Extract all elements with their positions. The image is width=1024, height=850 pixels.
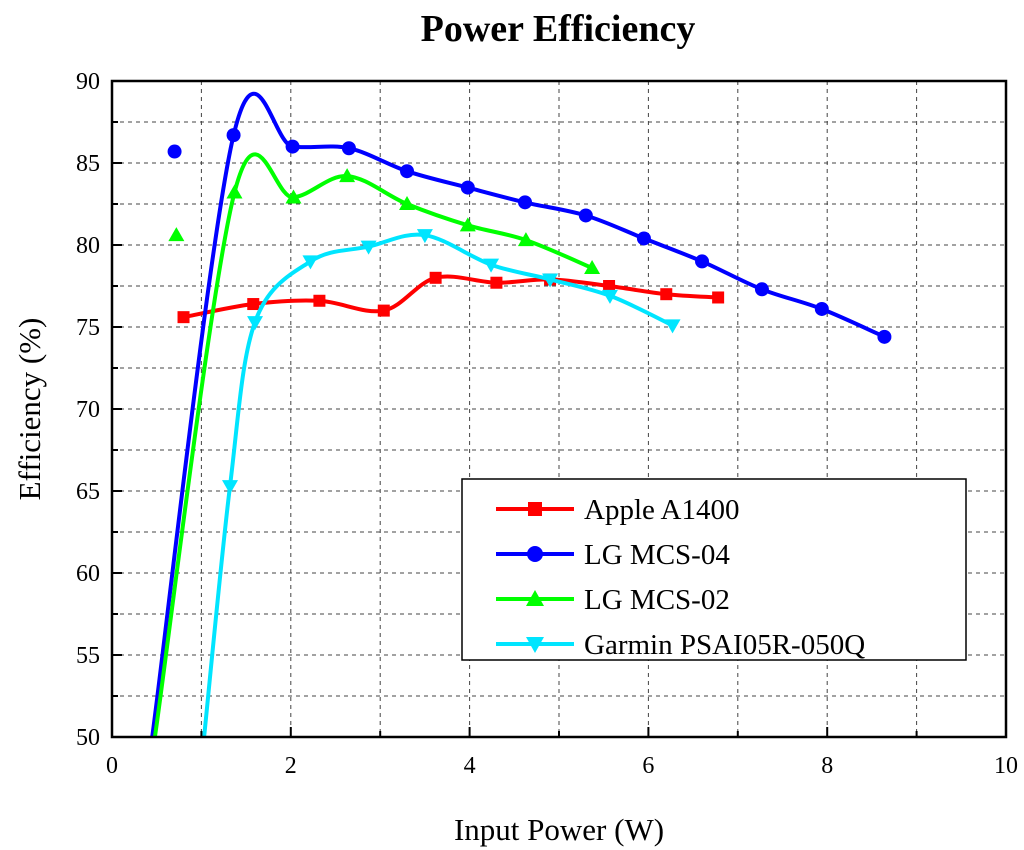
- series-line: [183, 274, 719, 320]
- series-4: [202, 229, 681, 738]
- data-point: [664, 319, 681, 334]
- y-tick-label: 50: [76, 725, 100, 751]
- x-tick-label: 0: [106, 753, 118, 779]
- legend-item: LG MCS-02: [496, 584, 730, 616]
- data-point: [226, 184, 243, 199]
- legend-item: Apple A1400: [496, 494, 739, 526]
- data-point: [660, 288, 673, 301]
- data-point: [285, 189, 302, 204]
- legend-item: LG MCS-04: [496, 539, 730, 571]
- legend-marker: [527, 546, 543, 562]
- y-tick-label: 85: [76, 151, 100, 177]
- data-point: [416, 229, 433, 244]
- x-tick-label: 4: [464, 753, 476, 779]
- legend-label: LG MCS-04: [584, 539, 730, 571]
- data-point: [636, 231, 651, 246]
- data-point: [168, 227, 185, 242]
- data-point: [695, 254, 710, 269]
- data-point: [222, 480, 239, 495]
- data-point: [578, 208, 593, 223]
- x-tick-label: 2: [285, 753, 297, 779]
- y-tick-label: 75: [76, 315, 100, 341]
- y-tick-label: 60: [76, 561, 100, 587]
- data-point: [226, 128, 241, 143]
- data-point: [490, 276, 503, 289]
- data-point: [247, 316, 264, 331]
- legend-label: Garmin PSAI05R-050Q: [584, 629, 865, 661]
- data-point: [517, 232, 534, 247]
- y-tick-label: 70: [76, 397, 100, 423]
- legend-marker: [528, 502, 542, 516]
- data-point: [429, 271, 442, 284]
- data-point: [285, 139, 300, 154]
- chart-title: Power Efficiency: [421, 8, 696, 50]
- data-point: [313, 294, 326, 307]
- data-point: [603, 280, 616, 292]
- data-point: [247, 298, 260, 311]
- legend-label: Apple A1400: [584, 494, 739, 526]
- y-tick-label: 90: [76, 69, 100, 95]
- data-point: [459, 217, 476, 232]
- data-point: [542, 273, 559, 288]
- legend-box: [461, 478, 967, 661]
- data-point: [177, 311, 190, 324]
- series-line: [152, 152, 593, 738]
- y-tick-label: 80: [76, 233, 100, 259]
- data-point: [167, 144, 182, 159]
- x-tick-label: 10: [994, 753, 1018, 779]
- y-tick-label: 55: [76, 643, 100, 669]
- x-tick-label: 6: [642, 753, 654, 779]
- data-point: [460, 180, 475, 195]
- data-point: [877, 329, 892, 344]
- y-tick-label: 65: [76, 479, 100, 505]
- data-point: [518, 195, 533, 210]
- tick-layer: 0 2 4 6 8 10 50 55 60 65 70 75 80 85 90: [76, 69, 1018, 779]
- series-layer: [150, 91, 892, 738]
- data-point: [341, 141, 356, 156]
- legend-item: Garmin PSAI05R-050Q: [496, 629, 865, 661]
- x-tick-label: 8: [821, 753, 833, 779]
- data-point: [754, 282, 769, 297]
- series-3: [152, 152, 601, 738]
- legend-label: LG MCS-02: [584, 584, 730, 616]
- data-point: [302, 255, 319, 270]
- data-point: [814, 301, 829, 316]
- legend-marker: [526, 590, 544, 606]
- data-point: [399, 196, 416, 210]
- data-point: [584, 259, 601, 274]
- data-point: [601, 289, 618, 304]
- data-point: [377, 304, 390, 317]
- data-point: [712, 291, 725, 304]
- data-point: [360, 240, 377, 255]
- data-point: [400, 164, 415, 179]
- x-axis-label: Input Power (W): [454, 812, 664, 847]
- y-axis-label: Efficiency (%): [12, 318, 47, 501]
- series-2: [150, 91, 892, 738]
- legend-marker: [526, 637, 544, 653]
- legend: Apple A1400 LG MCS-04 LG MCS-02 Garmin PSAI…: [461, 478, 967, 661]
- data-point: [339, 168, 356, 183]
- data-point: [483, 258, 500, 273]
